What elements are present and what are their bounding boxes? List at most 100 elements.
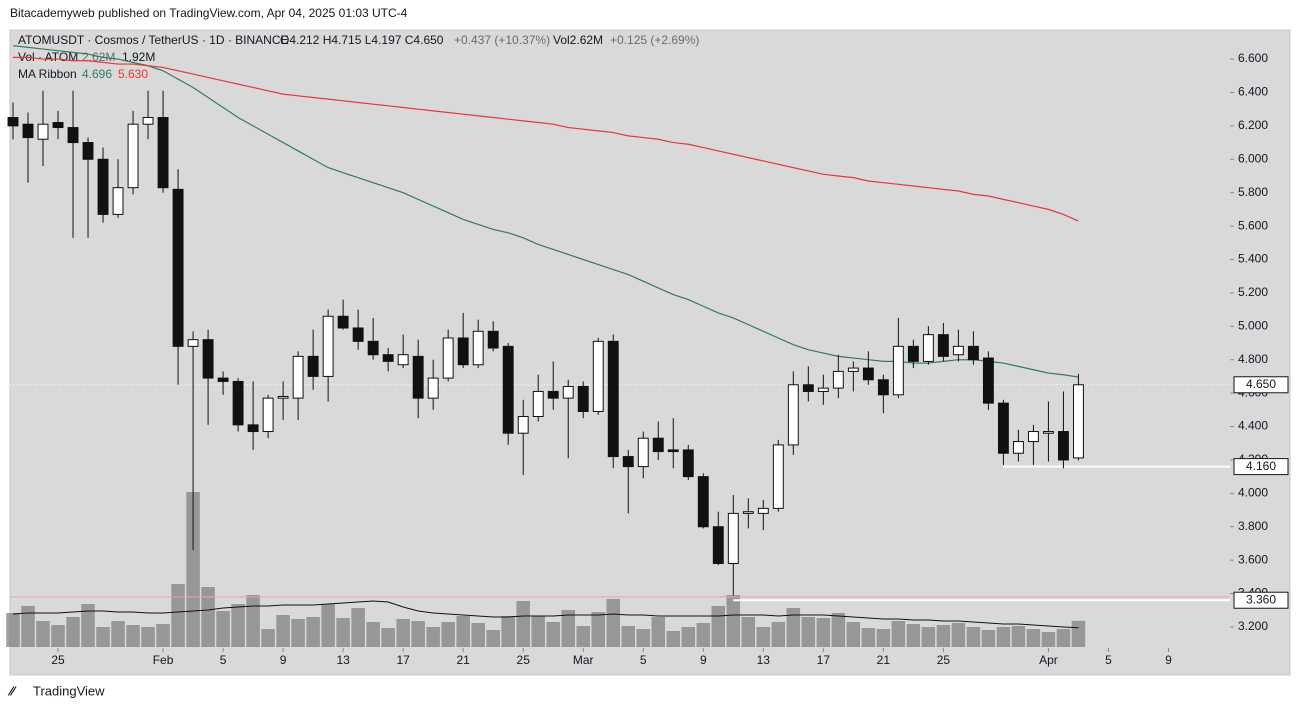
candle-body xyxy=(142,117,154,125)
volume-bar xyxy=(846,622,861,647)
brand: ⁄⁄ TradingView xyxy=(7,683,105,698)
candle-body xyxy=(127,123,139,189)
volume-bar xyxy=(411,621,425,647)
volume-ma-line xyxy=(12,600,1079,629)
candle-body xyxy=(577,385,589,412)
volume-bar xyxy=(246,595,260,647)
volume-bar xyxy=(651,617,666,647)
x-tick-label: 9 xyxy=(1165,653,1172,667)
candle-body xyxy=(652,437,664,453)
x-tick-label: 17 xyxy=(396,653,410,667)
x-tick-label: 25 xyxy=(51,653,65,667)
x-tick-label: 13 xyxy=(336,653,350,667)
volume-bar xyxy=(381,628,395,647)
candle-body xyxy=(622,456,634,468)
candle-body xyxy=(172,188,184,347)
volume-bar xyxy=(816,618,831,647)
y-tick-label: 6.400 xyxy=(1238,85,1268,99)
candle-body xyxy=(67,127,79,144)
volume-bar xyxy=(471,623,485,647)
candle-body xyxy=(202,339,214,379)
candle-body xyxy=(562,385,574,399)
candle-body xyxy=(187,339,199,347)
volume-bar xyxy=(51,625,65,647)
x-tick-label: 21 xyxy=(877,653,891,667)
volume-bar xyxy=(1071,620,1086,647)
candle-body xyxy=(52,122,64,129)
candle-body xyxy=(772,444,784,509)
candle-body xyxy=(412,355,424,399)
x-tick-label: 13 xyxy=(757,653,771,667)
candle-body xyxy=(427,377,439,399)
volume-bar xyxy=(876,629,891,647)
x-tick-label: 25 xyxy=(937,653,951,667)
volume-bar xyxy=(231,604,245,647)
level-label: 4.160 xyxy=(1246,459,1276,473)
candle-body xyxy=(832,370,844,389)
volume-bar xyxy=(36,621,50,647)
volume-bar xyxy=(21,606,35,647)
candle-body xyxy=(592,340,604,412)
candle-body xyxy=(232,380,244,426)
candle-body xyxy=(247,424,259,433)
volume-bar xyxy=(216,611,230,647)
ohlc: O4.212 H4.715 L4.197 C4.650 xyxy=(280,33,444,47)
candle-body xyxy=(517,416,529,434)
candle-body xyxy=(952,345,964,356)
candle-body xyxy=(442,337,454,379)
ribbon-name: MA Ribbon xyxy=(18,67,77,81)
price-box xyxy=(1233,376,1289,394)
volume-bar xyxy=(756,627,771,647)
volume-bar xyxy=(1041,632,1056,647)
volume-bar xyxy=(666,631,681,647)
y-tick-label: 3.200 xyxy=(1238,619,1268,633)
candle-body xyxy=(1042,431,1054,434)
volume-bar xyxy=(891,621,906,647)
change: +0.437 (+10.37%) xyxy=(454,33,550,47)
vol: Vol2.62M xyxy=(553,33,603,47)
volume-bar xyxy=(321,604,335,647)
candle-body xyxy=(667,449,679,453)
volume-bar xyxy=(156,624,170,647)
candle-body xyxy=(997,402,1009,454)
volume-bar xyxy=(1011,626,1026,647)
volume-bar xyxy=(921,627,936,647)
y-tick-label: 4.400 xyxy=(1238,419,1268,433)
candle-body xyxy=(892,345,904,396)
y-tick-label: 6.200 xyxy=(1238,118,1268,132)
candle-body xyxy=(382,354,394,362)
candle-body xyxy=(862,367,874,381)
volume-bar xyxy=(456,616,470,647)
candle-body xyxy=(787,384,799,446)
volume-bar xyxy=(1026,629,1041,647)
candle-body xyxy=(322,315,334,377)
x-tick-label: 21 xyxy=(457,653,471,667)
candle-body xyxy=(292,355,304,399)
candle-body xyxy=(727,512,739,564)
volume-bar xyxy=(981,630,996,647)
candle-body xyxy=(532,390,544,418)
candle-body xyxy=(97,158,109,215)
volume-bar xyxy=(771,622,786,647)
candle-body xyxy=(457,337,469,366)
y-tick-label: 4.800 xyxy=(1238,352,1268,366)
volume-bar xyxy=(996,627,1011,647)
vol-name: Vol · ATOM xyxy=(18,50,78,64)
volume-bar xyxy=(96,627,110,647)
y-tick-label: 4.000 xyxy=(1238,486,1268,500)
candle-body xyxy=(682,449,694,478)
y-tick-label: 3.600 xyxy=(1238,552,1268,566)
volume-bar xyxy=(366,622,380,647)
candle-body xyxy=(7,117,19,127)
volume-bar xyxy=(546,622,560,647)
candle-body xyxy=(967,345,979,361)
brand-name: TradingView xyxy=(33,683,105,698)
volume-bar xyxy=(486,630,500,647)
candle-body xyxy=(922,334,934,362)
candle-body xyxy=(907,345,919,362)
candle-body xyxy=(937,334,949,357)
x-tick-label: Apr xyxy=(1039,653,1058,667)
volume-bar xyxy=(426,627,440,647)
candle-body xyxy=(217,377,229,382)
